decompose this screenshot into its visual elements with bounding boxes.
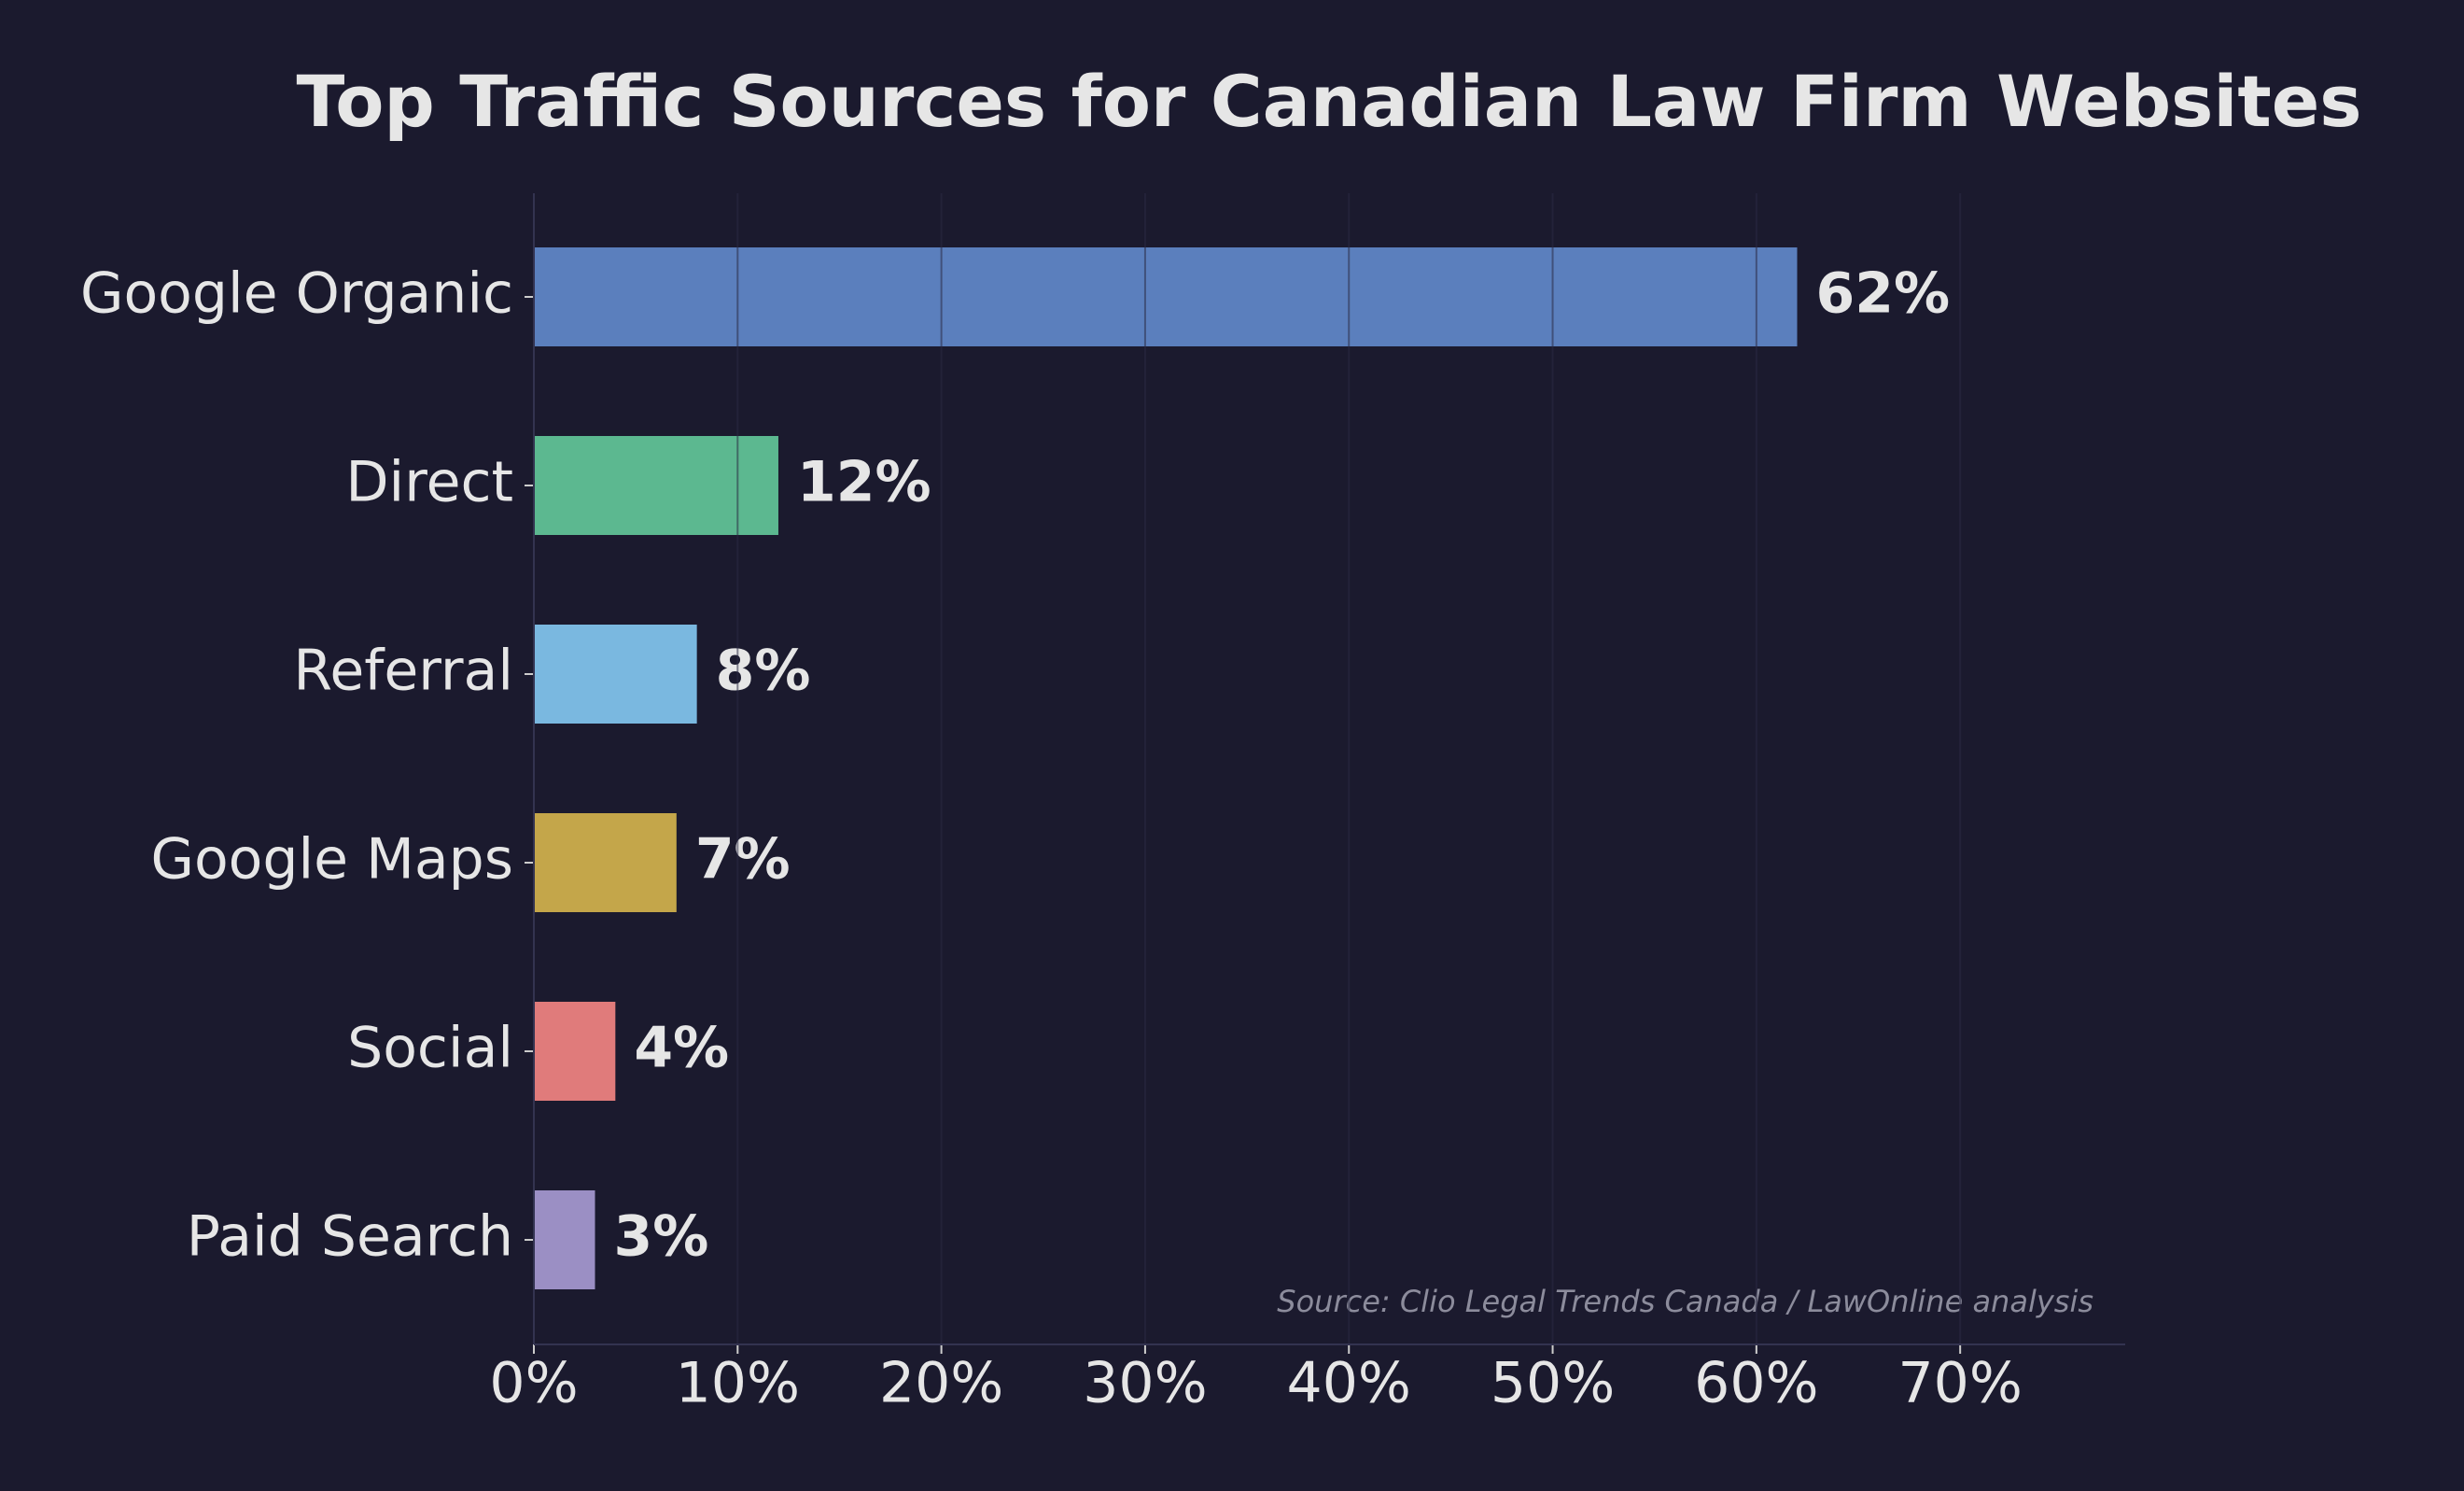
- y-tick-label: Direct: [345, 450, 513, 515]
- bar: [534, 1002, 616, 1101]
- x-tick-label: 50%: [1491, 1351, 1615, 1416]
- y-tick-label: Social: [347, 1016, 513, 1081]
- value-label: 8%: [716, 639, 811, 704]
- x-tick-label: 20%: [879, 1351, 1003, 1416]
- x-tick-label: 10%: [676, 1351, 800, 1416]
- x-tick-label: 70%: [1897, 1351, 2022, 1416]
- x-tick-label: 30%: [1083, 1351, 1207, 1416]
- value-label: 62%: [1816, 261, 1951, 327]
- bar: [534, 436, 778, 535]
- source-note: Source: Clio Legal Trends Canada / LawOn…: [1277, 1284, 2093, 1319]
- y-tick-label: Paid Search: [187, 1204, 513, 1270]
- bar: [534, 625, 697, 724]
- value-label: 4%: [634, 1016, 729, 1081]
- value-label: 7%: [695, 827, 791, 893]
- x-tick-label: 0%: [489, 1351, 578, 1416]
- bar: [534, 247, 1798, 346]
- y-tick-label: Google Maps: [150, 827, 513, 893]
- y-tick-label: Referral: [293, 639, 513, 704]
- bar: [534, 1190, 595, 1289]
- chart-title: Top Traffic Sources for Canadian Law Fir…: [296, 60, 2361, 143]
- value-label: 3%: [613, 1204, 708, 1270]
- x-tick-label: 60%: [1694, 1351, 1818, 1416]
- x-tick-label: 40%: [1287, 1351, 1411, 1416]
- value-label: 12%: [797, 450, 931, 515]
- bar: [534, 813, 677, 912]
- y-tick-label: Google Organic: [80, 261, 513, 327]
